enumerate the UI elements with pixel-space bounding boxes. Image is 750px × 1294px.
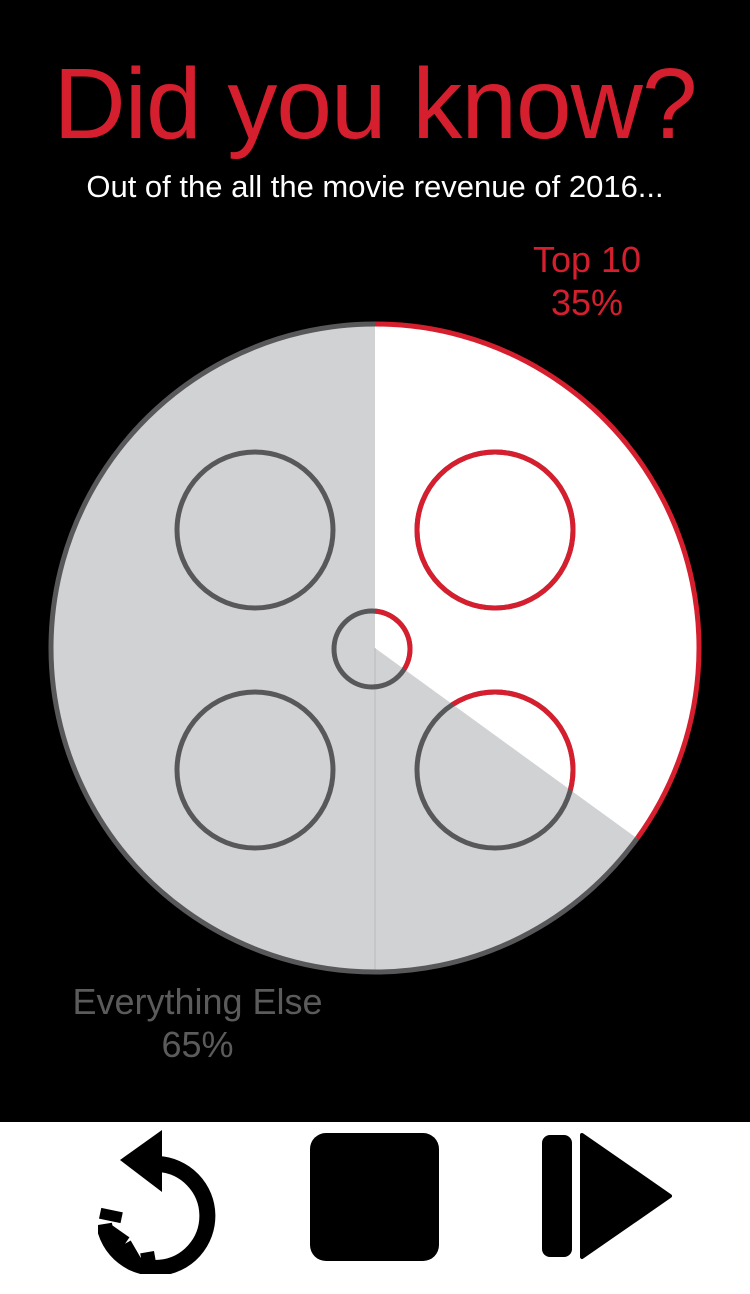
top10-name: Top 10 xyxy=(532,239,642,280)
reel-hole-bottom-left xyxy=(174,689,336,851)
stop-icon xyxy=(310,1133,439,1261)
infographic: Did you know? Out of the all the movie r… xyxy=(30,48,702,1066)
rim-top10 xyxy=(374,321,702,840)
replay-icon xyxy=(98,1130,216,1274)
top10-value: 35% xyxy=(550,282,624,323)
subtitle: Out of the all the movie revenue of 2016… xyxy=(86,169,664,204)
pie-slice-top10 xyxy=(375,324,699,839)
step-forward-icon xyxy=(542,1133,672,1259)
playback-toolbar xyxy=(0,1122,750,1294)
everything-else-label: Everything Else 65% xyxy=(30,980,365,1066)
stop-button[interactable] xyxy=(309,1132,441,1262)
reel-hub-top10-part xyxy=(375,608,413,690)
rim-everything-else xyxy=(48,321,640,975)
page-title: Did you know? xyxy=(53,48,698,160)
film-reel-pie-chart xyxy=(48,321,702,975)
everything-else-name: Everything Else xyxy=(72,981,323,1022)
replay-button[interactable] xyxy=(98,1126,232,1274)
reel-hole-top-right-top10-part xyxy=(414,449,576,611)
top10-label: Top 10 35% xyxy=(487,238,687,324)
everything-else-value: 65% xyxy=(161,1024,234,1065)
reel-hole-top-left xyxy=(174,449,336,611)
step-forward-button[interactable] xyxy=(540,1132,672,1262)
